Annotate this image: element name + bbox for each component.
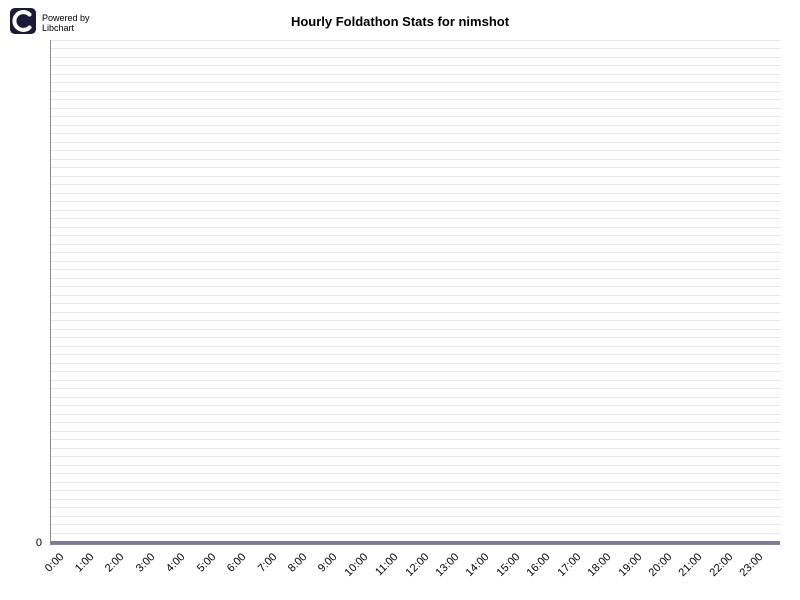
gridline [50,329,780,330]
y-axis-line [50,40,51,545]
gridline [50,337,780,338]
x-tick-label: 1:00 [73,551,97,575]
gridline [50,99,780,100]
gridline [50,218,780,219]
x-tick-label: 6:00 [225,551,249,575]
gridline [50,516,780,517]
gridline [50,244,780,245]
gridline [50,448,780,449]
gridline [50,159,780,160]
gridline [50,439,780,440]
gridline [50,269,780,270]
gridline [50,108,780,109]
gridline [50,184,780,185]
x-tick-label: 17:00 [555,551,583,579]
gridline [50,380,780,381]
x-tick-label: 19:00 [616,551,644,579]
gridline [50,201,780,202]
gridline [50,82,780,83]
gridline [50,227,780,228]
gridline [50,142,780,143]
gridline [50,312,780,313]
x-tick-label: 5:00 [195,551,219,575]
gridline [50,405,780,406]
gridline [50,176,780,177]
gridline [50,261,780,262]
gridline [50,507,780,508]
x-tick-label: 11:00 [373,551,400,578]
gridline [50,48,780,49]
gridline [50,354,780,355]
gridline [50,167,780,168]
x-tick-label: 7:00 [255,551,279,575]
gridline [50,320,780,321]
gridline [50,57,780,58]
x-tick-label: 15:00 [494,551,522,579]
y-tick-label: 0 [0,537,42,549]
x-tick-label: 10:00 [342,551,370,579]
gridline [50,473,780,474]
gridline [50,210,780,211]
x-tick-label: 16:00 [525,551,553,579]
gridline [50,465,780,466]
x-tick-label: 23:00 [738,551,766,579]
gridline [50,278,780,279]
x-tick-label: 14:00 [464,551,492,579]
gridline [50,533,780,534]
gridline [50,490,780,491]
x-tick-label: 0:00 [42,551,66,575]
gridline [50,252,780,253]
x-tick-label: 3:00 [134,551,158,575]
gridline [50,397,780,398]
gridline [50,431,780,432]
gridline [50,456,780,457]
gridline [50,422,780,423]
gridline [50,193,780,194]
x-tick-label: 8:00 [286,551,310,575]
x-tick-label: 12:00 [403,551,431,579]
gridline [50,363,780,364]
gridline [50,371,780,372]
gridline [50,303,780,304]
x-tick-label: 4:00 [164,551,188,575]
gridline [50,295,780,296]
gridline [50,388,780,389]
gridline [50,286,780,287]
chart-title: Hourly Foldathon Stats for nimshot [0,14,800,29]
x-tick-label: 2:00 [103,551,127,575]
gridline [50,133,780,134]
x-tick-label: 20:00 [646,551,674,579]
gridline [50,235,780,236]
gridline [50,65,780,66]
x-tick-label: 21:00 [677,551,705,579]
gridline [50,150,780,151]
plot-area [50,40,780,545]
gridline [50,499,780,500]
gridline [50,74,780,75]
x-tick-label: 13:00 [434,551,462,579]
chart-container: Powered by Libchart Hourly Foldathon Sta… [0,0,800,600]
gridline [50,482,780,483]
gridline [50,414,780,415]
gridline [50,91,780,92]
gridline [50,125,780,126]
x-tick-label: 9:00 [316,551,340,575]
gridline [50,116,780,117]
gridline [50,346,780,347]
gridline [50,40,780,41]
x-tick-label: 22:00 [707,551,735,579]
x-axis-line [50,544,780,545]
gridline [50,524,780,525]
x-tick-label: 18:00 [586,551,614,579]
